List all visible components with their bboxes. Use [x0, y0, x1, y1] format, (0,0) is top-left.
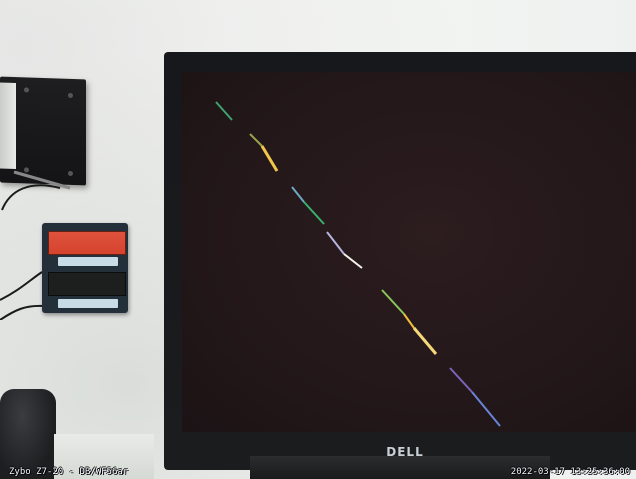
monitor-screen	[182, 72, 636, 432]
line-segment	[449, 367, 473, 393]
monitor-stand-clutter	[250, 456, 550, 479]
ribbon-connector	[13, 170, 71, 190]
lcd-display-module	[42, 223, 128, 313]
board-screw-hole	[68, 92, 73, 99]
line-segment	[403, 313, 415, 329]
line-segment	[249, 133, 263, 147]
line-segment	[291, 186, 305, 203]
board-metal-strip	[0, 82, 16, 170]
lcd-lower-label	[58, 299, 118, 308]
cable	[1, 184, 61, 211]
line-segment	[381, 289, 405, 315]
line-segment	[215, 101, 233, 121]
lcd-upper-panel	[48, 231, 126, 255]
camera-label: Zybo Z7-20 - DB/WF56ar	[9, 467, 129, 477]
cable	[0, 304, 45, 320]
line-segment	[326, 231, 345, 255]
line-segment	[343, 253, 363, 269]
line-segment	[260, 145, 279, 172]
board-screw-hole	[24, 87, 29, 93]
lcd-upper-label	[58, 257, 118, 266]
dell-monitor: DELL	[164, 52, 636, 470]
diagonal-line-graphic	[215, 101, 501, 427]
line-segment	[471, 391, 501, 427]
desk-box	[54, 434, 154, 479]
monitor-brand-logo: DELL	[386, 445, 424, 459]
line-segment	[303, 201, 325, 225]
line-segment	[412, 327, 438, 355]
cable	[0, 271, 43, 301]
timestamp: 2022-03-17 13:25:36:00	[510, 467, 630, 477]
lcd-lower-panel	[48, 272, 126, 296]
speaker	[0, 389, 56, 479]
cables-svg	[0, 170, 71, 320]
